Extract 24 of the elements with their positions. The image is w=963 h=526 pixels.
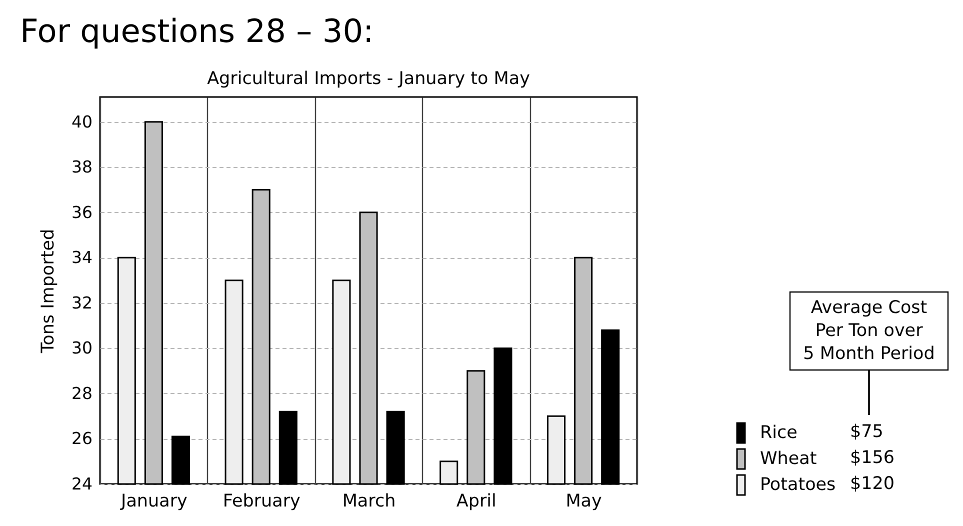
y-tick-label: 36 — [72, 202, 92, 222]
chart-title: Agricultural Imports - January to May — [207, 69, 530, 89]
text: $156 — [850, 448, 895, 468]
x-tick-label: March — [342, 492, 396, 512]
y-tick-label: 30 — [72, 338, 92, 358]
x-tick-label: May — [566, 492, 602, 512]
text: Average Cost Per Ton over 5 Month Period — [803, 298, 935, 364]
legend-label: Wheat — [760, 449, 817, 469]
y-tick-label: 34 — [72, 248, 92, 268]
x-tick-label: April — [456, 492, 496, 512]
y-axis-title: Tons Imported — [38, 228, 59, 354]
legend-label: Rice — [760, 423, 798, 443]
y-tick-label: 38 — [72, 158, 92, 177]
x-tick-label: January — [120, 492, 188, 512]
y-tick-label: 28 — [72, 384, 92, 403]
y-tick-label: 40 — [72, 112, 92, 132]
text: $75 — [850, 422, 884, 442]
y-tick-label: 24 — [72, 474, 92, 494]
y-tick-label: 32 — [72, 293, 92, 312]
text: For questions 28 – 30: — [20, 12, 374, 50]
text: $120 — [850, 474, 895, 494]
y-tick-label: 26 — [72, 429, 92, 448]
x-tick-label: February — [222, 492, 300, 512]
legend-label: Potatoes — [760, 475, 836, 495]
